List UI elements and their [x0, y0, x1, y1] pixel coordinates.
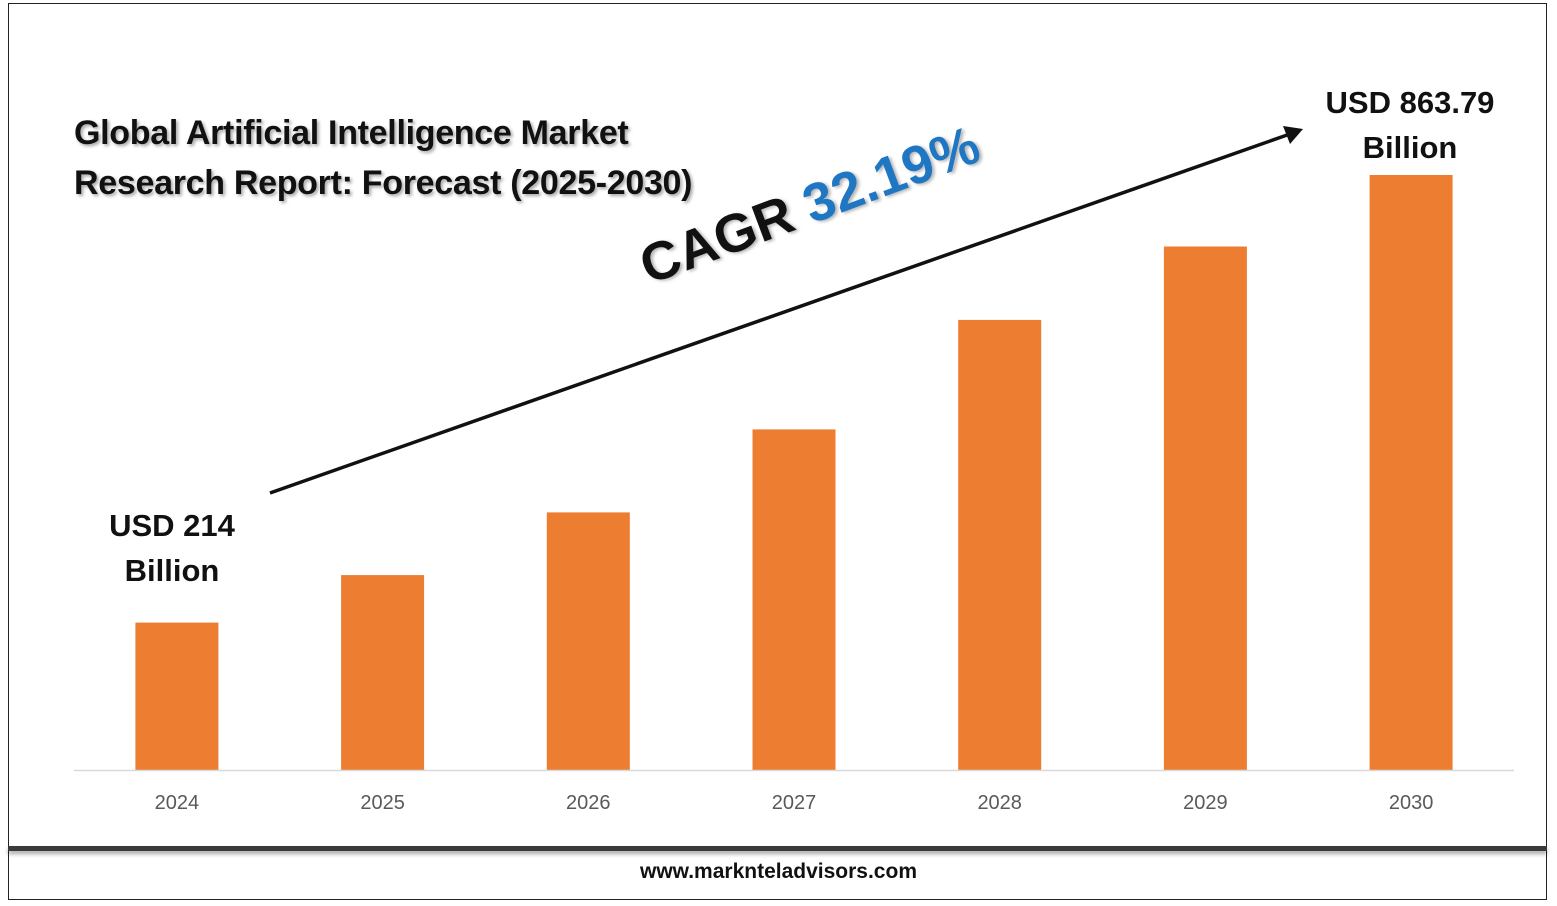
bar-2024 [135, 622, 219, 770]
x-tick-label: 2025 [360, 792, 405, 814]
start-value-label: USD 214 Billion [92, 503, 252, 593]
start-value-amount: USD 214 [109, 508, 235, 543]
end-value-amount: USD 863.79 [1325, 85, 1495, 120]
chart-title: Global Artificial Intelligence Market Re… [74, 108, 692, 208]
x-tick-label: 2026 [566, 792, 611, 814]
x-tick-label: 2027 [772, 792, 817, 814]
arrowhead-icon [1283, 126, 1303, 144]
x-tick-label: 2030 [1389, 792, 1434, 814]
source-website: www.marknteladvisors.com [640, 860, 917, 883]
bar-2025 [341, 575, 425, 770]
bar-2029 [1163, 246, 1247, 770]
chart-title-line-1: Global Artificial Intelligence Market [74, 114, 629, 152]
x-tick-label: 2024 [155, 792, 200, 814]
chart-title-line-2: Research Report: Forecast (2025-2030) [74, 164, 693, 202]
x-tick-label: 2028 [977, 792, 1022, 814]
end-value-label: USD 863.79 Billion [1300, 80, 1520, 170]
start-value-unit: Billion [124, 553, 220, 588]
growth-trend-arrow [269, 132, 1291, 495]
x-tick-label: 2029 [1183, 792, 1228, 814]
end-value-unit: Billion [1362, 130, 1458, 165]
bar-2030 [1369, 175, 1453, 770]
bar-2027 [752, 429, 836, 770]
bar-2028 [958, 319, 1042, 770]
footer-divider [8, 846, 1547, 851]
bar-2026 [546, 512, 630, 770]
